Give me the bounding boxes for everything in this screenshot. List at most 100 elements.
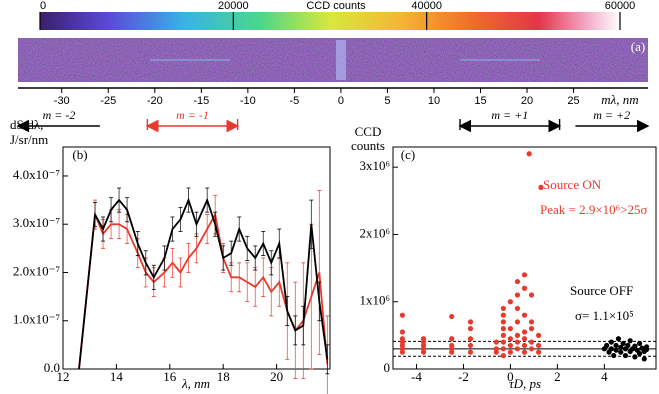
panel-label: (a) bbox=[631, 39, 645, 54]
x-tick-label: 10 bbox=[428, 95, 440, 107]
point bbox=[632, 354, 637, 359]
annotation: Peak = 2.9×10⁶>25σ bbox=[540, 202, 648, 217]
point bbox=[400, 313, 405, 318]
y-axis-label: counts bbox=[351, 138, 385, 153]
point bbox=[515, 292, 520, 297]
x-tick-label: 4 bbox=[601, 369, 608, 384]
y-tick-label: 4.0x10⁻⁷ bbox=[13, 167, 60, 182]
point bbox=[508, 350, 513, 355]
point bbox=[400, 329, 405, 334]
ccd-zero-order bbox=[336, 40, 346, 80]
point bbox=[642, 356, 647, 361]
y-tick-label: 3x10⁶ bbox=[359, 158, 390, 173]
annotation: Source ON bbox=[543, 177, 602, 192]
order-label: m = -1 bbox=[176, 108, 209, 122]
point bbox=[613, 348, 618, 353]
x-tick-label: 0 bbox=[338, 95, 344, 107]
point bbox=[529, 319, 534, 324]
x-tick-label: -4 bbox=[411, 369, 422, 384]
x-tick-label: 15 bbox=[474, 95, 486, 107]
colorbar-label: CCD counts bbox=[306, 0, 366, 12]
annotation: σ= 1.1×10⁵ bbox=[575, 308, 634, 323]
point bbox=[515, 306, 520, 311]
point bbox=[501, 339, 506, 344]
point bbox=[468, 319, 473, 324]
colorbar-tick-label: 0 bbox=[40, 0, 46, 12]
order-label: m = -2 bbox=[43, 108, 76, 122]
figure: CCD counts0200004000060000(a)-30-25-20-1… bbox=[0, 0, 659, 394]
point bbox=[501, 326, 506, 331]
x-tick-label: 5 bbox=[384, 95, 390, 107]
x-tick-label: -5 bbox=[289, 95, 299, 107]
point bbox=[508, 299, 513, 304]
point bbox=[609, 339, 614, 344]
point bbox=[613, 343, 618, 348]
point bbox=[449, 314, 454, 319]
point bbox=[529, 326, 534, 331]
point bbox=[508, 336, 513, 341]
data-line bbox=[79, 200, 327, 369]
point bbox=[421, 336, 426, 341]
point bbox=[628, 338, 633, 343]
point bbox=[515, 339, 520, 344]
point bbox=[494, 339, 499, 344]
y-tick-label: 3.0x10⁻⁷ bbox=[13, 215, 60, 230]
point bbox=[637, 351, 642, 356]
y-tick-label: 2.0x10⁻⁷ bbox=[13, 263, 60, 278]
point bbox=[623, 353, 628, 358]
point bbox=[501, 319, 506, 324]
point bbox=[494, 346, 499, 351]
point bbox=[468, 336, 473, 341]
point bbox=[515, 333, 520, 338]
x-tick-label: -10 bbox=[240, 95, 256, 107]
x-tick-label: 16 bbox=[163, 369, 177, 384]
point bbox=[529, 292, 534, 297]
colorbar bbox=[40, 12, 620, 30]
x-tick-label: -2 bbox=[458, 369, 469, 384]
point bbox=[522, 272, 527, 277]
x-tick-label: 0 bbox=[507, 369, 514, 384]
ccd-noise bbox=[18, 38, 648, 82]
point bbox=[637, 341, 642, 346]
x-tick-label: -30 bbox=[54, 95, 70, 107]
point bbox=[508, 343, 513, 348]
colorbar-tick-label: 40000 bbox=[411, 0, 442, 12]
panel-label: (b) bbox=[72, 147, 87, 162]
x-axis-label: λ, nm bbox=[181, 376, 210, 391]
point bbox=[400, 336, 405, 341]
point bbox=[527, 151, 532, 156]
point bbox=[536, 343, 541, 348]
point bbox=[522, 313, 527, 318]
point bbox=[604, 343, 609, 348]
point bbox=[616, 336, 621, 341]
x-tick-label: 20 bbox=[270, 369, 283, 384]
point bbox=[529, 346, 534, 351]
point bbox=[501, 306, 506, 311]
y-tick-label: 0.0 bbox=[44, 360, 60, 375]
point bbox=[515, 346, 520, 351]
panel-c-frame bbox=[393, 147, 656, 369]
x-tick-label: -15 bbox=[193, 95, 209, 107]
point bbox=[508, 326, 513, 331]
point bbox=[501, 313, 506, 318]
point bbox=[522, 343, 527, 348]
point bbox=[515, 319, 520, 324]
x-tick-label: 18 bbox=[217, 369, 230, 384]
colorbar-tick-label: 20000 bbox=[218, 0, 249, 12]
point bbox=[501, 353, 506, 358]
y-tick-label: 0 bbox=[384, 360, 391, 375]
data-line bbox=[79, 215, 327, 369]
point bbox=[522, 336, 527, 341]
x-tick-label: 2 bbox=[554, 369, 561, 384]
y-axis-label: dS/dλ, bbox=[10, 117, 43, 132]
annotation: Source OFF bbox=[570, 283, 633, 298]
point bbox=[449, 336, 454, 341]
point bbox=[522, 350, 527, 355]
point bbox=[618, 350, 623, 355]
y-tick-label: 1x10⁶ bbox=[359, 293, 390, 308]
x-tick-label: 20 bbox=[521, 95, 533, 107]
y-axis-label: CCD bbox=[355, 124, 382, 139]
point bbox=[522, 329, 527, 334]
y-tick-label: 2x10⁶ bbox=[359, 225, 390, 240]
point bbox=[621, 341, 626, 346]
